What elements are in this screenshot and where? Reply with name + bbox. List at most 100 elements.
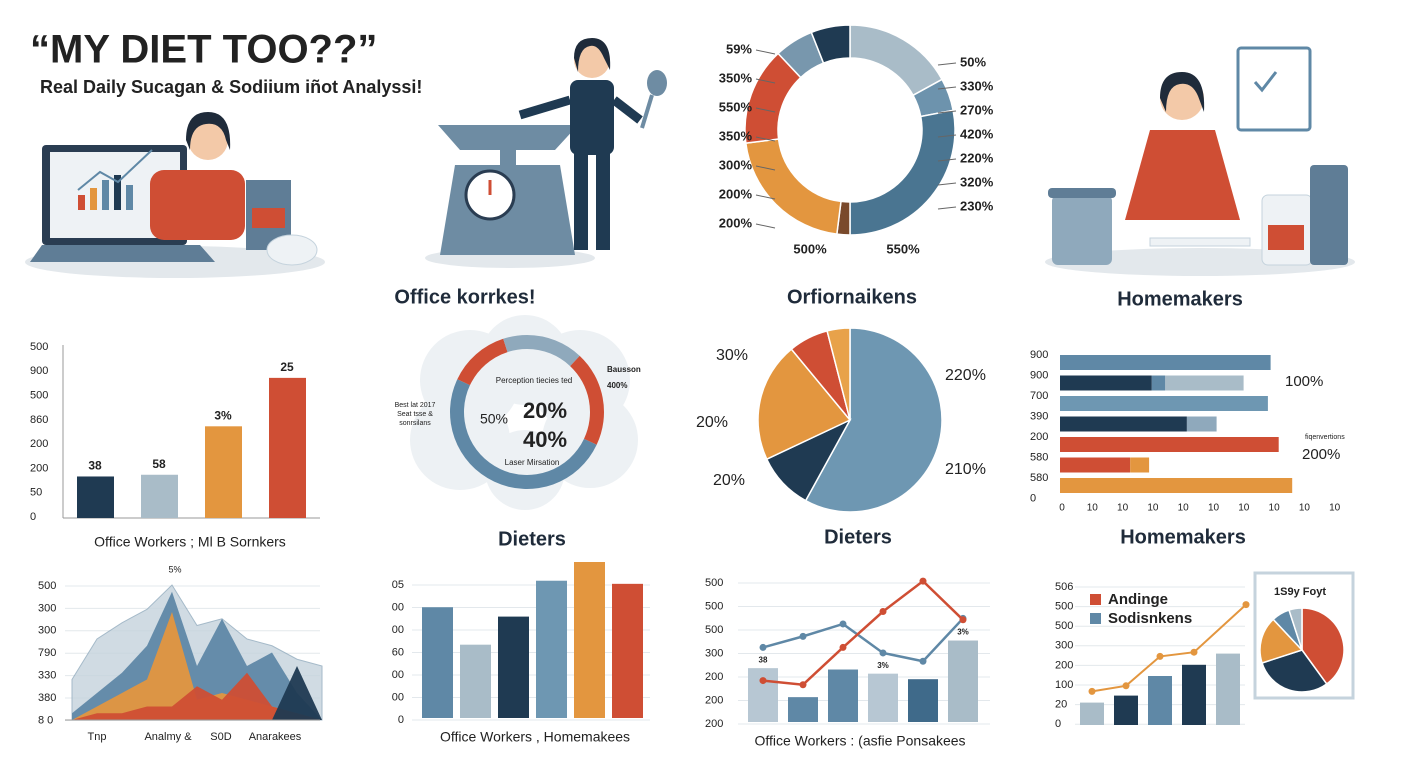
bar xyxy=(460,644,491,718)
bar-note: 3% xyxy=(877,661,889,670)
section-label: Homemakers xyxy=(1120,526,1246,548)
section-label: Homemakers xyxy=(1117,288,1243,310)
y-tick-label: 500 xyxy=(30,341,48,353)
row-label: 580 xyxy=(1030,472,1048,484)
point xyxy=(1190,648,1198,656)
office-illustration xyxy=(25,112,325,278)
bar xyxy=(269,377,306,518)
donut-label: 550% xyxy=(886,241,920,256)
bar-segment xyxy=(1060,355,1271,370)
section-label: Dieters xyxy=(498,528,566,550)
homemaker-illustration xyxy=(1045,46,1355,276)
donut-label: 230% xyxy=(960,198,994,213)
bar-segment xyxy=(1060,437,1279,452)
x-axis-label: Office Workers : (asfie Ponsakees xyxy=(754,733,965,749)
y-tick-label: 506 xyxy=(1055,581,1073,593)
leader xyxy=(755,107,776,113)
point xyxy=(959,616,967,624)
bar-segment xyxy=(1186,416,1217,432)
y-tick-label: 0 xyxy=(398,714,404,726)
leader xyxy=(937,206,957,210)
y-tick-label: 200 xyxy=(705,671,723,683)
point xyxy=(839,643,847,651)
y-tick-label: 500 xyxy=(30,390,48,402)
point xyxy=(799,681,807,689)
bar-segment xyxy=(1165,375,1244,391)
legend-label: Sodisnkens xyxy=(1108,610,1192,627)
y-tick-label: 200 xyxy=(30,438,48,450)
x-tick-label: 10 xyxy=(1117,503,1129,514)
bar-segment xyxy=(1130,457,1150,473)
point xyxy=(1122,682,1130,690)
ring-note: Laser Mirsation xyxy=(505,458,560,467)
bar xyxy=(868,673,898,722)
ring-note: Seat tsse & xyxy=(397,411,433,418)
legend-label: Andinge xyxy=(1108,591,1168,608)
x-tick-label: Analmy & xyxy=(144,731,192,743)
cloud xyxy=(485,430,565,510)
point xyxy=(799,632,807,640)
leader xyxy=(937,86,957,90)
row-label: 0 xyxy=(1030,492,1036,504)
leader xyxy=(755,49,776,55)
pie-label: 20% xyxy=(696,414,728,431)
donut-label: 330% xyxy=(960,78,994,93)
scale-illustration xyxy=(425,38,667,268)
x-tick-label: 10 xyxy=(1269,503,1281,514)
x-tick-label: 10 xyxy=(1238,503,1250,514)
slice xyxy=(1261,649,1328,693)
bar-segment xyxy=(1060,396,1268,411)
x-axis-label: Office Workers ; Ml B Sornkers xyxy=(94,534,286,550)
bar xyxy=(828,669,858,722)
donut-label: 350% xyxy=(719,128,753,143)
point xyxy=(879,608,887,616)
legend-swatch xyxy=(1090,613,1101,624)
slice xyxy=(804,327,943,513)
bar xyxy=(1114,695,1138,725)
y-tick-label: 500 xyxy=(705,600,723,612)
bar-label: 25 xyxy=(280,360,294,374)
y-tick-label: 00 xyxy=(392,601,404,613)
leader xyxy=(755,165,776,171)
bar-label: 3% xyxy=(214,408,232,422)
slice xyxy=(1301,607,1345,686)
y-tick-label: 300 xyxy=(38,625,56,637)
bar-note: 38 xyxy=(759,655,768,664)
peak-label: 5% xyxy=(168,564,181,574)
slice xyxy=(527,335,580,367)
slice xyxy=(826,327,851,421)
y-tick-label: 05 xyxy=(392,579,404,591)
row-label: 900 xyxy=(1030,369,1048,381)
y-tick-label: 200 xyxy=(30,462,48,474)
y-tick-label: 00 xyxy=(392,669,404,681)
row-label: 390 xyxy=(1030,410,1048,422)
area xyxy=(72,672,322,720)
donut-label: 500% xyxy=(793,241,827,256)
y-tick-label: 20 xyxy=(1055,699,1067,711)
pie-label: 20% xyxy=(713,472,745,489)
area xyxy=(72,666,322,720)
bar xyxy=(1148,676,1172,725)
leader xyxy=(755,223,776,229)
y-tick-label: 300 xyxy=(705,647,723,659)
bar xyxy=(77,476,114,518)
bar-note: 3% xyxy=(957,628,969,637)
cloud xyxy=(480,315,570,405)
leader xyxy=(937,134,957,138)
point xyxy=(879,649,887,657)
x-tick-label: Tnp xyxy=(88,731,107,743)
legend-swatch xyxy=(1090,594,1101,605)
bar-segment xyxy=(1060,375,1152,391)
ring-note: Perception tiecies ted xyxy=(496,376,573,385)
ring-note: Bausson xyxy=(607,365,641,374)
bar xyxy=(748,668,778,722)
bar xyxy=(574,562,605,718)
ring-note: 400% xyxy=(607,381,627,390)
y-tick-label: 8 0 xyxy=(38,714,53,726)
donut-label: 50% xyxy=(960,54,986,69)
line xyxy=(762,617,964,663)
y-tick-label: 200 xyxy=(1055,659,1073,671)
x-tick-label: 10 xyxy=(1147,503,1159,514)
point xyxy=(759,643,767,651)
y-tick-label: 300 xyxy=(38,602,56,614)
